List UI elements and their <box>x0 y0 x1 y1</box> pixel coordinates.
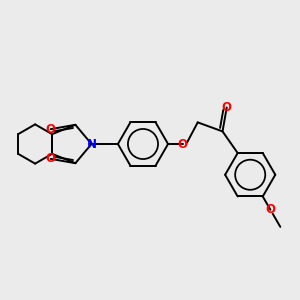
Text: O: O <box>266 203 275 216</box>
Text: N: N <box>86 137 97 151</box>
Text: O: O <box>46 152 56 165</box>
Text: O: O <box>46 123 56 136</box>
Text: O: O <box>178 137 188 151</box>
Text: O: O <box>222 101 232 114</box>
